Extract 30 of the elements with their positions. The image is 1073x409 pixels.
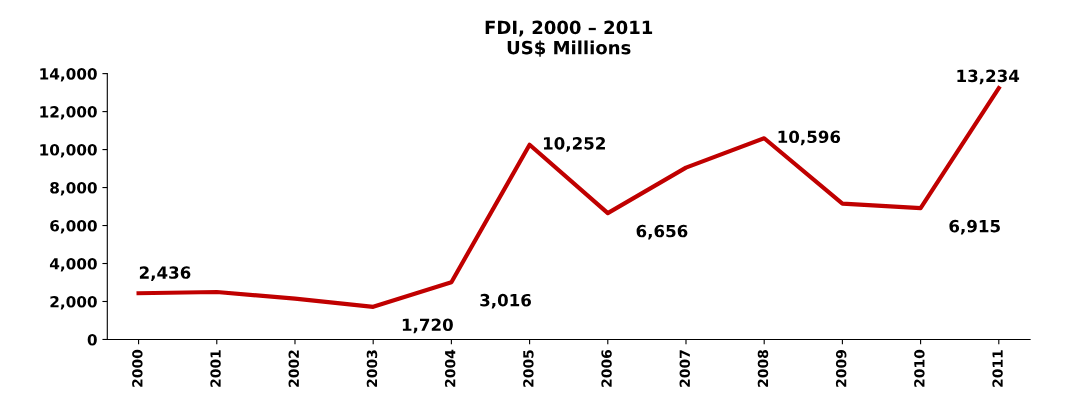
y-tick-label: 4,000 bbox=[49, 257, 97, 272]
x-tick-label: 2000 bbox=[132, 349, 143, 387]
x-tick-label: 2011 bbox=[992, 350, 1003, 387]
y-tick-label: 12,000 bbox=[40, 106, 97, 120]
x-tick-label: 2002 bbox=[288, 350, 300, 387]
data-label: 10,596 bbox=[778, 130, 841, 146]
line-series bbox=[136, 86, 1001, 309]
data-label: 3,016 bbox=[480, 293, 531, 309]
data-label: 1,720 bbox=[402, 318, 453, 334]
data-label: 6,915 bbox=[949, 219, 1000, 235]
x-tick-label: 2004 bbox=[444, 349, 456, 387]
x-tick-label: 2003 bbox=[366, 350, 378, 387]
y-tick-label: 14,000 bbox=[40, 68, 97, 82]
data-label: 6,656 bbox=[636, 224, 688, 240]
data-label: 13,234 bbox=[957, 69, 1020, 85]
x-tick-label: 2005 bbox=[523, 350, 534, 387]
x-tick-label: 2006 bbox=[601, 349, 612, 387]
x-tick-label: 2010 bbox=[914, 349, 925, 387]
x-tick-label: 2009 bbox=[835, 350, 847, 387]
y-tick-label: 6,000 bbox=[50, 220, 97, 234]
data-label: 2,436 bbox=[139, 266, 191, 281]
y-tick-label: 10,000 bbox=[40, 144, 97, 158]
x-tick-label: 2001 bbox=[210, 350, 221, 387]
x-tick-label: 2007 bbox=[679, 350, 691, 387]
x-tick-label: 2008 bbox=[757, 350, 769, 387]
y-tick-label: 2,000 bbox=[50, 295, 97, 310]
y-tick-label: 8,000 bbox=[50, 182, 97, 196]
data-label: 10,252 bbox=[543, 137, 605, 152]
chart-title: FDI, 2000 – 2011 US$ Millions bbox=[485, 20, 653, 57]
y-tick-label: 0 bbox=[87, 333, 97, 346]
